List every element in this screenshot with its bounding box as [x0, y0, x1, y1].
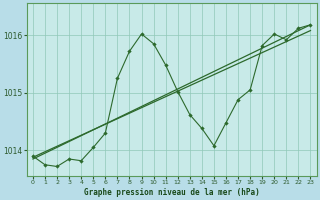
X-axis label: Graphe pression niveau de la mer (hPa): Graphe pression niveau de la mer (hPa)	[84, 188, 260, 197]
